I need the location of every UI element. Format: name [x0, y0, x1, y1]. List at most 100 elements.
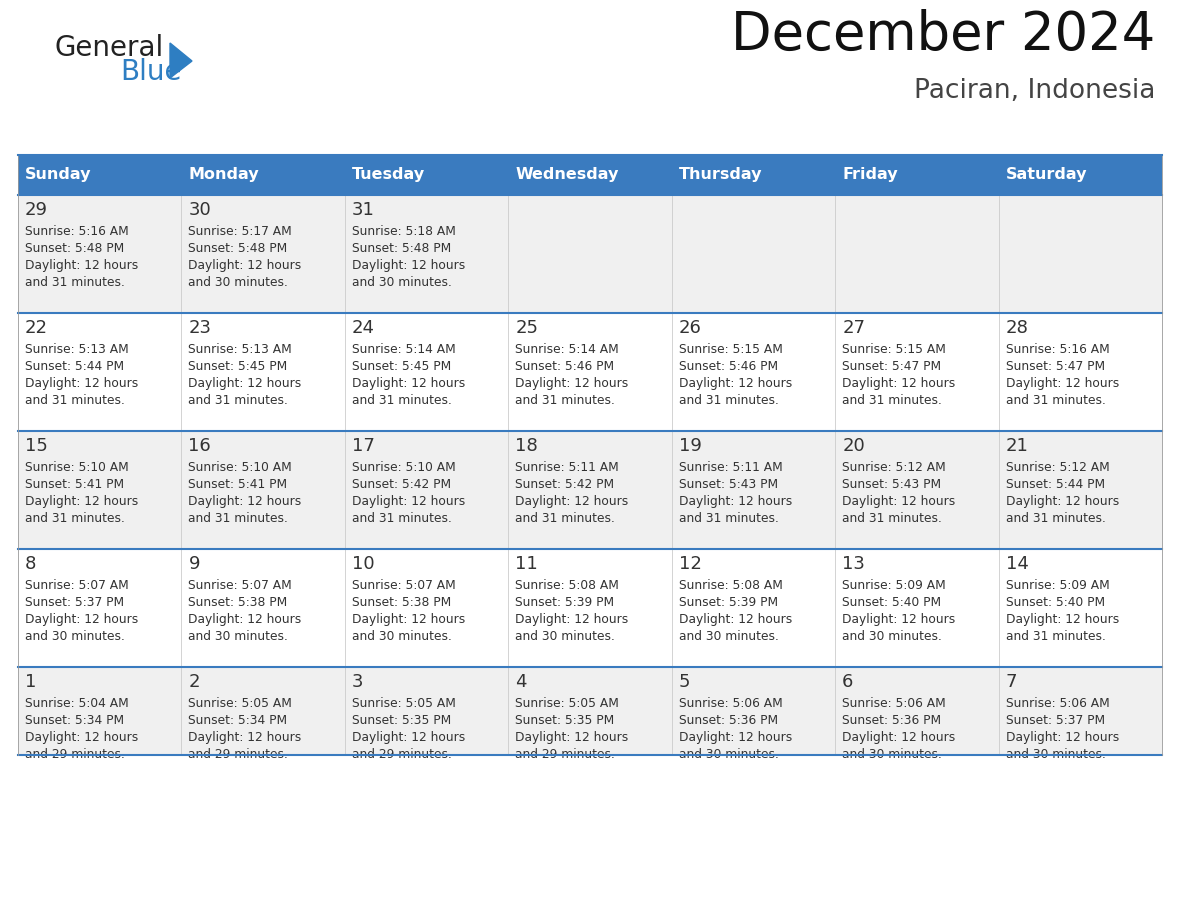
Text: Sunset: 5:47 PM: Sunset: 5:47 PM — [1005, 360, 1105, 373]
Text: Daylight: 12 hours: Daylight: 12 hours — [189, 259, 302, 272]
Text: 23: 23 — [189, 319, 211, 337]
Text: and 31 minutes.: and 31 minutes. — [1005, 394, 1106, 407]
Text: Sunset: 5:42 PM: Sunset: 5:42 PM — [516, 478, 614, 491]
Text: Daylight: 12 hours: Daylight: 12 hours — [352, 613, 466, 626]
Text: Sunset: 5:38 PM: Sunset: 5:38 PM — [189, 596, 287, 609]
Text: Sunrise: 5:07 AM: Sunrise: 5:07 AM — [25, 579, 128, 592]
Text: Sunrise: 5:12 AM: Sunrise: 5:12 AM — [1005, 461, 1110, 474]
Text: 4: 4 — [516, 673, 526, 691]
Text: and 31 minutes.: and 31 minutes. — [842, 512, 942, 525]
Text: Daylight: 12 hours: Daylight: 12 hours — [516, 731, 628, 744]
Text: Sunset: 5:47 PM: Sunset: 5:47 PM — [842, 360, 941, 373]
Text: Daylight: 12 hours: Daylight: 12 hours — [516, 613, 628, 626]
Text: 29: 29 — [25, 201, 48, 219]
Text: Sunrise: 5:09 AM: Sunrise: 5:09 AM — [1005, 579, 1110, 592]
Text: and 30 minutes.: and 30 minutes. — [352, 630, 451, 643]
Text: Sunset: 5:44 PM: Sunset: 5:44 PM — [25, 360, 124, 373]
Text: Sunrise: 5:07 AM: Sunrise: 5:07 AM — [189, 579, 292, 592]
Text: Sunset: 5:35 PM: Sunset: 5:35 PM — [516, 714, 614, 727]
Text: 7: 7 — [1005, 673, 1017, 691]
Text: Sunset: 5:46 PM: Sunset: 5:46 PM — [516, 360, 614, 373]
Text: Daylight: 12 hours: Daylight: 12 hours — [1005, 377, 1119, 390]
Text: Sunset: 5:40 PM: Sunset: 5:40 PM — [1005, 596, 1105, 609]
Bar — [18, 155, 182, 195]
Text: 20: 20 — [842, 437, 865, 455]
Text: General: General — [55, 34, 164, 62]
Text: Daylight: 12 hours: Daylight: 12 hours — [1005, 731, 1119, 744]
Text: Sunrise: 5:05 AM: Sunrise: 5:05 AM — [352, 697, 456, 710]
Text: Daylight: 12 hours: Daylight: 12 hours — [678, 495, 792, 508]
Text: Sunset: 5:40 PM: Sunset: 5:40 PM — [842, 596, 941, 609]
Bar — [508, 155, 671, 195]
Text: 15: 15 — [25, 437, 48, 455]
Text: Paciran, Indonesia: Paciran, Indonesia — [914, 78, 1155, 104]
Text: Sunrise: 5:11 AM: Sunrise: 5:11 AM — [516, 461, 619, 474]
Text: 27: 27 — [842, 319, 865, 337]
Text: Sunset: 5:43 PM: Sunset: 5:43 PM — [842, 478, 941, 491]
Text: and 31 minutes.: and 31 minutes. — [1005, 512, 1106, 525]
Polygon shape — [170, 43, 192, 78]
Text: 30: 30 — [189, 201, 211, 219]
Text: 11: 11 — [516, 555, 538, 573]
Text: 9: 9 — [189, 555, 200, 573]
Text: Sunrise: 5:10 AM: Sunrise: 5:10 AM — [352, 461, 456, 474]
Bar — [835, 155, 999, 195]
Text: and 29 minutes.: and 29 minutes. — [352, 748, 451, 761]
Text: Sunset: 5:39 PM: Sunset: 5:39 PM — [516, 596, 614, 609]
Text: Sunrise: 5:15 AM: Sunrise: 5:15 AM — [678, 343, 783, 356]
Text: Sunrise: 5:11 AM: Sunrise: 5:11 AM — [678, 461, 783, 474]
Text: Daylight: 12 hours: Daylight: 12 hours — [25, 377, 138, 390]
Text: and 31 minutes.: and 31 minutes. — [678, 512, 778, 525]
Text: Monday: Monday — [189, 167, 259, 183]
Text: Sunset: 5:39 PM: Sunset: 5:39 PM — [678, 596, 778, 609]
Text: Sunset: 5:44 PM: Sunset: 5:44 PM — [1005, 478, 1105, 491]
Text: and 30 minutes.: and 30 minutes. — [678, 630, 778, 643]
Text: and 31 minutes.: and 31 minutes. — [25, 512, 125, 525]
Text: 3: 3 — [352, 673, 364, 691]
Text: Sunset: 5:36 PM: Sunset: 5:36 PM — [842, 714, 941, 727]
Text: and 31 minutes.: and 31 minutes. — [842, 394, 942, 407]
Text: Daylight: 12 hours: Daylight: 12 hours — [189, 613, 302, 626]
Text: Friday: Friday — [842, 167, 898, 183]
Text: 12: 12 — [678, 555, 702, 573]
Text: and 31 minutes.: and 31 minutes. — [25, 276, 125, 289]
Text: Sunrise: 5:18 AM: Sunrise: 5:18 AM — [352, 225, 456, 238]
Text: 17: 17 — [352, 437, 374, 455]
Text: Sunrise: 5:13 AM: Sunrise: 5:13 AM — [189, 343, 292, 356]
Text: Sunset: 5:48 PM: Sunset: 5:48 PM — [25, 242, 125, 255]
Text: Sunset: 5:34 PM: Sunset: 5:34 PM — [189, 714, 287, 727]
Text: Sunrise: 5:10 AM: Sunrise: 5:10 AM — [189, 461, 292, 474]
Text: Sunset: 5:42 PM: Sunset: 5:42 PM — [352, 478, 451, 491]
Bar — [18, 667, 1162, 755]
Bar — [999, 155, 1162, 195]
Text: 22: 22 — [25, 319, 48, 337]
Text: Sunrise: 5:05 AM: Sunrise: 5:05 AM — [189, 697, 292, 710]
Text: Daylight: 12 hours: Daylight: 12 hours — [25, 259, 138, 272]
Text: and 31 minutes.: and 31 minutes. — [352, 512, 451, 525]
Text: 8: 8 — [25, 555, 37, 573]
Text: Daylight: 12 hours: Daylight: 12 hours — [352, 259, 466, 272]
Text: Sunset: 5:41 PM: Sunset: 5:41 PM — [25, 478, 124, 491]
Bar — [18, 195, 1162, 313]
Text: Sunset: 5:34 PM: Sunset: 5:34 PM — [25, 714, 124, 727]
Text: Sunrise: 5:05 AM: Sunrise: 5:05 AM — [516, 697, 619, 710]
Text: Daylight: 12 hours: Daylight: 12 hours — [516, 377, 628, 390]
Text: and 30 minutes.: and 30 minutes. — [842, 748, 942, 761]
Text: and 31 minutes.: and 31 minutes. — [189, 394, 289, 407]
Text: Daylight: 12 hours: Daylight: 12 hours — [25, 613, 138, 626]
Text: Daylight: 12 hours: Daylight: 12 hours — [189, 495, 302, 508]
Text: and 30 minutes.: and 30 minutes. — [516, 630, 615, 643]
Text: and 31 minutes.: and 31 minutes. — [352, 394, 451, 407]
Text: and 31 minutes.: and 31 minutes. — [189, 512, 289, 525]
Bar — [18, 313, 1162, 431]
Text: 28: 28 — [1005, 319, 1029, 337]
Text: Sunset: 5:38 PM: Sunset: 5:38 PM — [352, 596, 451, 609]
Text: and 30 minutes.: and 30 minutes. — [189, 276, 289, 289]
Text: and 31 minutes.: and 31 minutes. — [678, 394, 778, 407]
Bar — [18, 431, 1162, 549]
Text: Sunset: 5:43 PM: Sunset: 5:43 PM — [678, 478, 778, 491]
Text: Sunrise: 5:16 AM: Sunrise: 5:16 AM — [25, 225, 128, 238]
Text: Daylight: 12 hours: Daylight: 12 hours — [842, 495, 955, 508]
Text: 31: 31 — [352, 201, 374, 219]
Text: Sunset: 5:45 PM: Sunset: 5:45 PM — [189, 360, 287, 373]
